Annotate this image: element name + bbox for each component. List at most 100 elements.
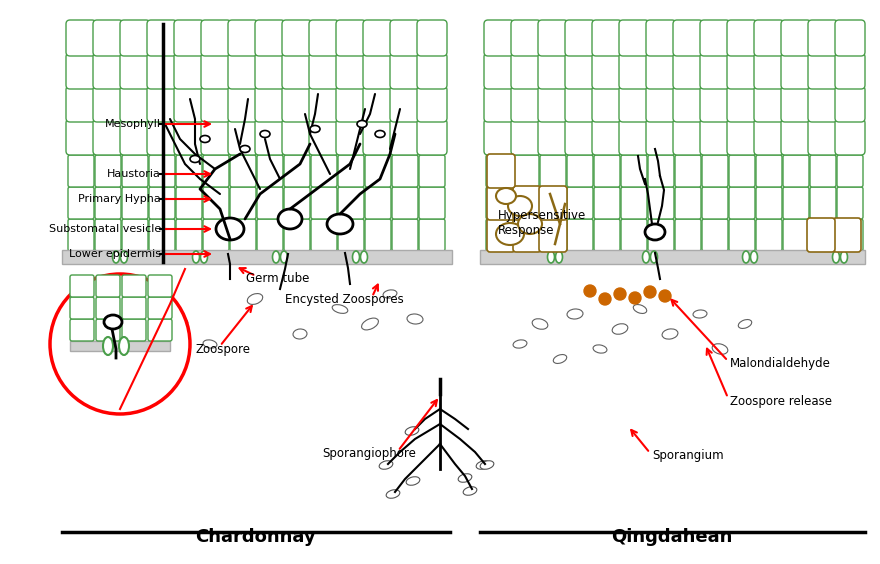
FancyBboxPatch shape <box>66 119 96 155</box>
Ellipse shape <box>554 355 567 363</box>
FancyBboxPatch shape <box>311 187 337 219</box>
Bar <box>62 250 452 264</box>
FancyBboxPatch shape <box>565 20 595 56</box>
Ellipse shape <box>362 318 378 330</box>
Ellipse shape <box>496 188 516 204</box>
FancyBboxPatch shape <box>700 119 730 155</box>
FancyBboxPatch shape <box>365 187 391 219</box>
FancyBboxPatch shape <box>201 119 231 155</box>
FancyBboxPatch shape <box>484 20 514 56</box>
FancyBboxPatch shape <box>486 187 512 219</box>
FancyBboxPatch shape <box>66 86 96 122</box>
FancyBboxPatch shape <box>176 219 202 251</box>
FancyBboxPatch shape <box>511 86 541 122</box>
Circle shape <box>659 290 671 302</box>
FancyBboxPatch shape <box>756 187 782 219</box>
FancyBboxPatch shape <box>257 219 283 251</box>
FancyBboxPatch shape <box>255 119 285 155</box>
FancyBboxPatch shape <box>835 53 865 89</box>
FancyBboxPatch shape <box>810 187 836 219</box>
FancyBboxPatch shape <box>781 20 811 56</box>
Ellipse shape <box>203 340 217 348</box>
FancyBboxPatch shape <box>284 155 310 187</box>
FancyBboxPatch shape <box>338 219 364 251</box>
FancyBboxPatch shape <box>120 53 150 89</box>
FancyBboxPatch shape <box>592 86 622 122</box>
FancyBboxPatch shape <box>230 187 256 219</box>
FancyBboxPatch shape <box>727 53 757 89</box>
FancyBboxPatch shape <box>201 53 231 89</box>
Ellipse shape <box>458 474 472 482</box>
Ellipse shape <box>361 251 368 263</box>
Ellipse shape <box>240 146 250 152</box>
FancyBboxPatch shape <box>417 53 447 89</box>
FancyBboxPatch shape <box>176 155 202 187</box>
FancyBboxPatch shape <box>592 119 622 155</box>
FancyBboxPatch shape <box>284 187 310 219</box>
Circle shape <box>584 285 596 297</box>
FancyBboxPatch shape <box>230 219 256 251</box>
Ellipse shape <box>193 251 200 263</box>
FancyBboxPatch shape <box>149 187 175 219</box>
FancyBboxPatch shape <box>148 319 172 341</box>
FancyBboxPatch shape <box>392 155 418 187</box>
FancyBboxPatch shape <box>174 119 204 155</box>
Text: Haustoria: Haustoria <box>107 169 161 179</box>
FancyBboxPatch shape <box>538 53 568 89</box>
FancyBboxPatch shape <box>122 219 148 251</box>
Text: Malondialdehyde: Malondialdehyde <box>730 358 831 371</box>
FancyBboxPatch shape <box>540 155 566 187</box>
FancyBboxPatch shape <box>565 53 595 89</box>
Text: Sporangiophore: Sporangiophore <box>322 447 416 460</box>
FancyBboxPatch shape <box>538 119 568 155</box>
FancyBboxPatch shape <box>68 219 94 251</box>
FancyBboxPatch shape <box>567 187 593 219</box>
FancyBboxPatch shape <box>365 219 391 251</box>
FancyBboxPatch shape <box>592 53 622 89</box>
FancyBboxPatch shape <box>594 187 620 219</box>
Text: Zoospore release: Zoospore release <box>730 394 832 408</box>
FancyBboxPatch shape <box>122 187 148 219</box>
FancyBboxPatch shape <box>122 297 146 319</box>
FancyBboxPatch shape <box>203 155 229 187</box>
Ellipse shape <box>518 214 542 234</box>
FancyBboxPatch shape <box>309 119 339 155</box>
Circle shape <box>644 286 656 298</box>
FancyBboxPatch shape <box>619 20 649 56</box>
Ellipse shape <box>104 315 122 329</box>
FancyBboxPatch shape <box>120 119 150 155</box>
FancyBboxPatch shape <box>363 53 393 89</box>
FancyBboxPatch shape <box>808 53 838 89</box>
Ellipse shape <box>113 251 120 263</box>
FancyBboxPatch shape <box>419 187 445 219</box>
FancyBboxPatch shape <box>147 86 177 122</box>
FancyBboxPatch shape <box>392 187 418 219</box>
Ellipse shape <box>327 214 353 234</box>
FancyBboxPatch shape <box>540 219 566 251</box>
FancyBboxPatch shape <box>781 86 811 122</box>
FancyBboxPatch shape <box>619 53 649 89</box>
Ellipse shape <box>642 251 649 263</box>
Ellipse shape <box>375 130 385 138</box>
FancyBboxPatch shape <box>837 155 863 187</box>
FancyBboxPatch shape <box>646 20 676 56</box>
FancyBboxPatch shape <box>255 53 285 89</box>
Circle shape <box>50 274 190 414</box>
Ellipse shape <box>121 251 128 263</box>
Circle shape <box>629 292 641 304</box>
FancyBboxPatch shape <box>255 86 285 122</box>
Text: Hypersensitive
Response: Hypersensitive Response <box>498 209 586 237</box>
Ellipse shape <box>407 314 423 324</box>
FancyBboxPatch shape <box>417 86 447 122</box>
FancyBboxPatch shape <box>309 53 339 89</box>
FancyBboxPatch shape <box>417 20 447 56</box>
FancyBboxPatch shape <box>648 155 674 187</box>
FancyBboxPatch shape <box>147 53 177 89</box>
FancyBboxPatch shape <box>203 219 229 251</box>
Ellipse shape <box>216 218 244 240</box>
FancyBboxPatch shape <box>754 119 784 155</box>
FancyBboxPatch shape <box>539 186 567 220</box>
Ellipse shape <box>172 319 187 329</box>
FancyBboxPatch shape <box>363 119 393 155</box>
FancyBboxPatch shape <box>390 86 420 122</box>
